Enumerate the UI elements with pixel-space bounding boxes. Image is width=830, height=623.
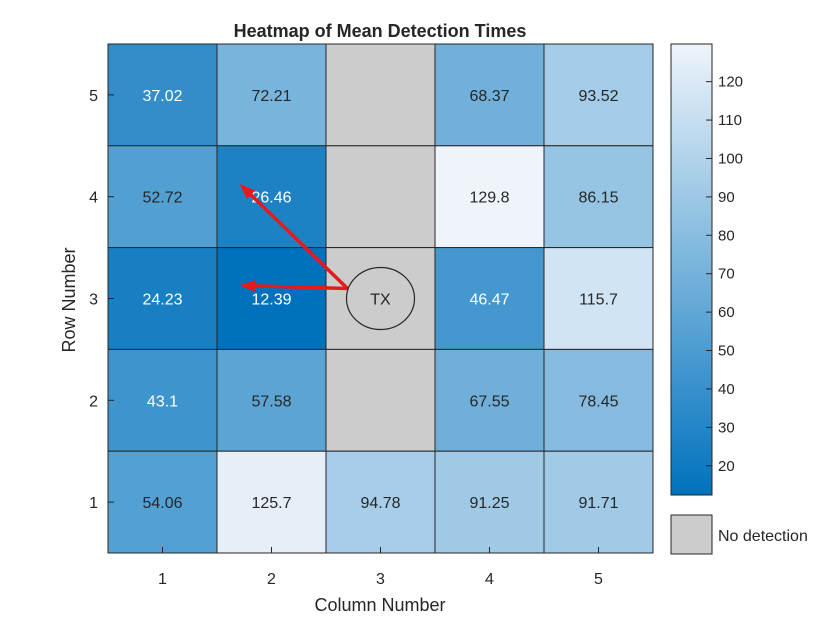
- heatmap-cell: [543, 247, 654, 350]
- chart-title: Heatmap of Mean Detection Times: [234, 21, 527, 41]
- heatmap-cell: [325, 450, 436, 554]
- heatmap-cell: [325, 43, 436, 147]
- heatmap-cell: [543, 348, 654, 452]
- y-tick-label: 4: [89, 190, 98, 207]
- cell-value-label: 12.39: [251, 292, 291, 309]
- no-detection-legend: No detection: [670, 514, 808, 555]
- cell-value-label: 129.8: [469, 190, 509, 207]
- transmitter-label: TX: [370, 292, 391, 309]
- colorbar-gradient: [670, 43, 713, 496]
- colorbar-tick-label: 20: [718, 458, 735, 475]
- x-axis-label: Column Number: [314, 595, 445, 615]
- colorbar: 20 30 40 50 60 70 80 90 100 110 120: [670, 43, 743, 496]
- cell-value-label: 24.23: [142, 292, 182, 309]
- x-tick-label: 5: [594, 571, 603, 588]
- cell-value-label: 26.46: [251, 190, 291, 207]
- heatmap-cells: 37.02 72.21 68.37 93.52 52.72 26.46 129.8 86.15…: [107, 43, 654, 554]
- heatmap-cell: [434, 247, 545, 350]
- cell-value-label: 46.47: [469, 292, 509, 309]
- cell-value-label: 68.37: [469, 88, 509, 105]
- colorbar-tick-label: 90: [718, 189, 735, 206]
- heatmap-cell: [216, 247, 327, 350]
- heatmap-cell: [107, 43, 218, 147]
- x-tick-label: 3: [376, 571, 385, 588]
- heatmap-cell: [434, 348, 545, 452]
- heatmap-cell: [107, 348, 218, 452]
- colorbar-tick-label: 40: [718, 381, 735, 398]
- colorbar-tick-label: 120: [718, 74, 743, 91]
- colorbar-tick-label: 60: [718, 304, 735, 321]
- cell-value-label: 57.58: [251, 393, 291, 410]
- cell-value-label: 115.7: [579, 292, 618, 309]
- cell-value-label: 86.15: [578, 190, 618, 207]
- colorbar-tick-label: 110: [718, 112, 742, 129]
- x-tick-label: 2: [267, 571, 276, 588]
- cell-value-label: 78.45: [578, 393, 618, 410]
- x-tick-label: 1: [158, 571, 167, 588]
- y-tick-label: 5: [89, 88, 98, 105]
- cell-value-label: 43.1: [147, 393, 178, 410]
- cell-value-label: 54.06: [142, 495, 182, 512]
- colorbar-tick-label: 80: [718, 227, 735, 244]
- y-axis-label: Row Number: [59, 247, 79, 352]
- cell-value-label: 67.55: [469, 393, 509, 410]
- transmitter-circle: [345, 266, 416, 331]
- direction-arrow-head: [239, 279, 256, 292]
- colorbar-tick-label: 50: [718, 343, 735, 360]
- cell-value-label: 37.02: [142, 88, 182, 105]
- colorbar-tick-label: 100: [718, 150, 743, 167]
- y-axis-ticks: 5 4 3 2 1: [89, 88, 114, 512]
- x-axis-ticks: 1 2 3 4 5: [158, 547, 603, 588]
- y-tick-label: 1: [89, 495, 98, 512]
- heatmap-cell: [325, 247, 436, 350]
- colorbar-tick-label: 30: [718, 419, 735, 436]
- heatmap-cell: [434, 450, 545, 554]
- no-detection-label: No detection: [718, 528, 808, 545]
- cell-value-label: 94.78: [360, 495, 400, 512]
- direction-arrow-line: [247, 191, 349, 290]
- cell-value-label: 91.71: [578, 495, 618, 512]
- heatmap-overlay: TX: [239, 183, 416, 331]
- heatmap-cell: [325, 145, 436, 249]
- direction-arrow-head: [239, 183, 256, 200]
- no-detection-swatch: [670, 514, 713, 555]
- cell-value-label: 91.25: [469, 495, 509, 512]
- cell-value-label: 93.52: [578, 88, 618, 105]
- heatmap-cell: [325, 348, 436, 452]
- heatmap-cell: [543, 145, 654, 249]
- y-tick-label: 2: [89, 393, 98, 410]
- heatmap-cell: [434, 145, 545, 249]
- heatmap-cell: [216, 348, 327, 452]
- cell-value-label: 52.72: [142, 190, 182, 207]
- heatmap-cell: [107, 145, 218, 249]
- direction-arrow-line: [252, 284, 348, 291]
- cell-value-label: 125.7: [251, 495, 291, 512]
- y-tick-label: 3: [89, 292, 98, 309]
- colorbar-tick-label: 70: [718, 266, 735, 283]
- heatmap-cell: [107, 450, 218, 554]
- x-tick-label: 4: [485, 571, 494, 588]
- heatmap-cell: [434, 43, 545, 147]
- cell-value-label: 72.21: [251, 88, 291, 105]
